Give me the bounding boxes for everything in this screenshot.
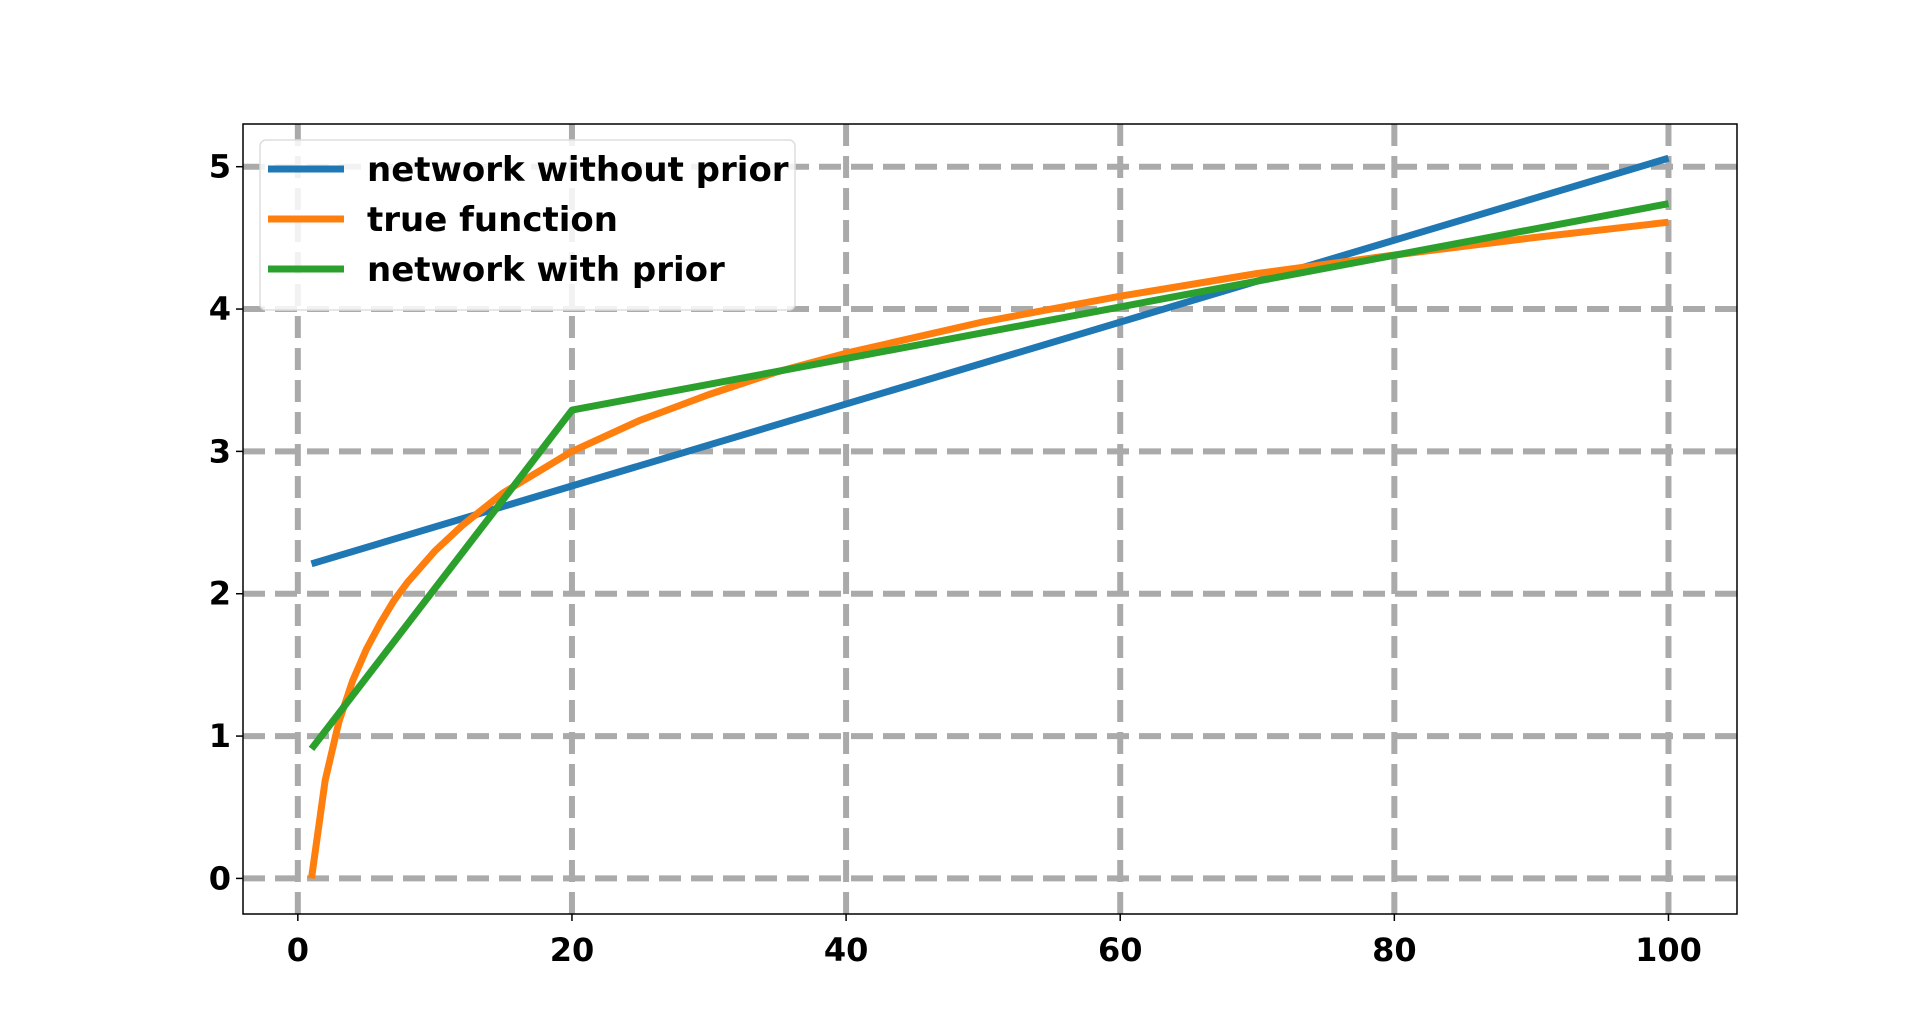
- series-lines: [308, 154, 1670, 879]
- x-tick-label: 20: [550, 931, 595, 969]
- x-tick-label: 0: [287, 931, 309, 969]
- x-tick-label: 100: [1635, 931, 1702, 969]
- y-tick-label: 0: [209, 859, 231, 897]
- plot-area-frame: [242, 123, 1738, 915]
- legend-box: [259, 139, 796, 311]
- y-tick-label: 1: [209, 717, 231, 755]
- y-tick-label: 3: [209, 432, 231, 470]
- y-tick-label: 4: [209, 290, 231, 328]
- series-line-3: [308, 200, 1670, 752]
- legend: network without prior true function networ…: [259, 139, 796, 311]
- legend-label: true function: [367, 200, 618, 240]
- legend-label: network without prior: [367, 150, 789, 190]
- y-tick-label: 2: [209, 575, 231, 613]
- x-tick-label: 60: [1098, 931, 1143, 969]
- y-tick-label: 5: [209, 148, 231, 186]
- legend-label: network with prior: [367, 250, 725, 290]
- tick-labels: 0 20 40 60 80 100 0 1 2 3 4 5: [209, 148, 1702, 969]
- series-line-2: [308, 218, 1669, 879]
- series-line-1: [310, 154, 1670, 568]
- x-tick-label: 40: [824, 931, 869, 969]
- x-tick-label: 80: [1372, 931, 1417, 969]
